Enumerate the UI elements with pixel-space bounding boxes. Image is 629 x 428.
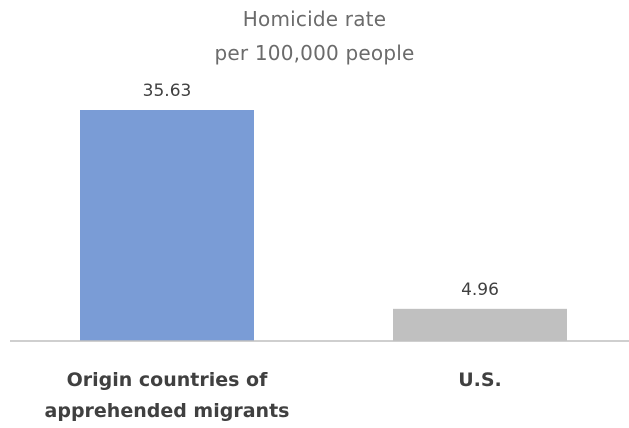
- category-label-0-line-0: Origin countries of: [67, 369, 268, 391]
- category-label-1-line-0: U.S.: [458, 369, 502, 391]
- category-label-0-line-1: apprehended migrants: [45, 400, 290, 422]
- bar-1: [393, 308, 567, 341]
- value-label-0: 35.63: [143, 81, 192, 101]
- chart-title-line-1: Homicide rate: [242, 7, 387, 31]
- bar-0: [80, 110, 254, 341]
- chart-title-line-2: per 100,000 people: [214, 41, 415, 65]
- value-label-1: 4.96: [461, 280, 499, 300]
